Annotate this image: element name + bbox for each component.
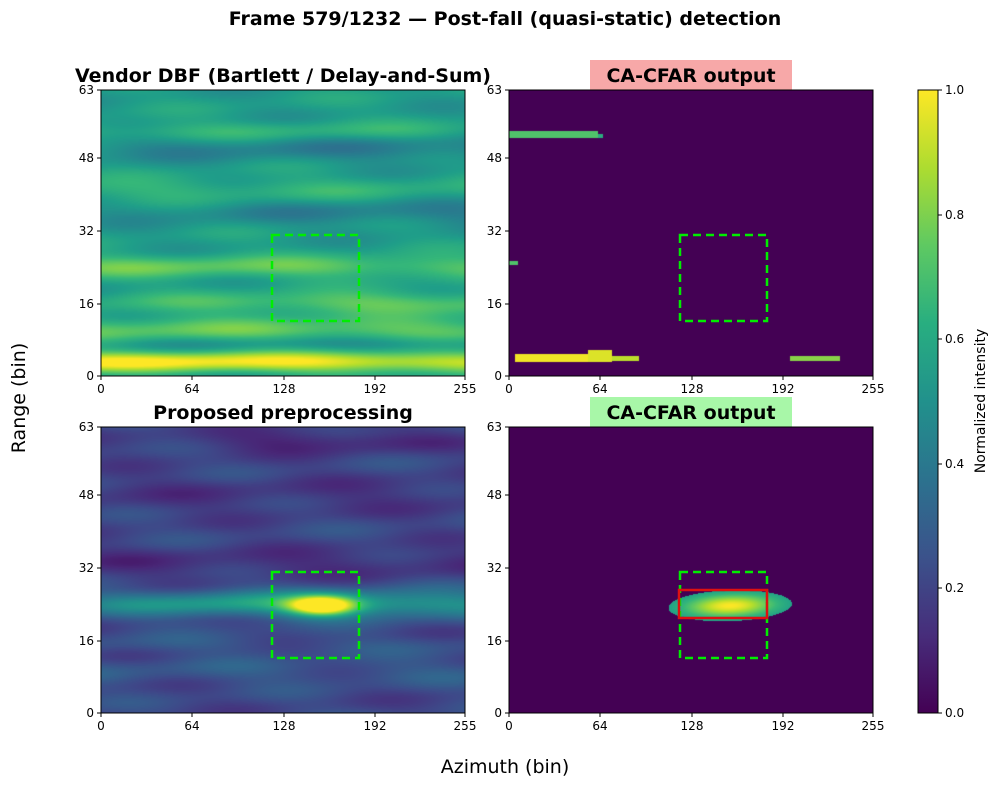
panel-vendor: Vendor DBF (Bartlett / Delay-and-Sum) 0 … — [75, 65, 491, 396]
panel-vendor-title: Vendor DBF (Bartlett / Delay-and-Sum) — [75, 65, 491, 87]
heatmap-proposed-cfar — [509, 427, 873, 713]
xtick-label: 0 — [505, 719, 513, 733]
heatmap-proposed-cfar-area — [509, 427, 873, 713]
colorbar-tick-label: 1.0 — [945, 83, 964, 97]
ytick-label: 16 — [487, 297, 502, 311]
heatmap-proposed — [101, 427, 465, 713]
xtick-label: 255 — [454, 382, 477, 396]
panel-proposed-cfar: CA-CFAR output 0 16 32 48 63 0 64 128 19… — [487, 397, 884, 733]
heatmap-vendor-cfar — [509, 90, 873, 376]
ytick-label: 32 — [79, 224, 94, 238]
panel-vendor-cfar: CA-CFAR output 0 16 32 48 63 0 64 128 19… — [487, 60, 884, 396]
xtick-label: 128 — [273, 719, 296, 733]
colorbar-tick-label: 0.8 — [945, 208, 964, 222]
ytick-label: 0 — [494, 706, 502, 720]
xtick-label: 192 — [364, 719, 387, 733]
colorbar: 0.0 0.2 0.4 0.6 0.8 1.0 Normalized inten… — [917, 83, 989, 720]
xtick-label: 255 — [862, 719, 885, 733]
panel-proposed-cfar-title: CA-CFAR output — [606, 402, 775, 424]
colorbar-tick-label: 0.0 — [945, 706, 964, 720]
colorbar-tick-label: 0.6 — [945, 332, 964, 346]
xtick-label: 128 — [681, 382, 704, 396]
ytick-label: 63 — [79, 83, 94, 97]
colorbar-label: Normalized intensity — [973, 329, 989, 474]
axes-frame-proposed-cfar — [508, 426, 874, 714]
x-ticks-proposed-cfar: 0 64 128 192 255 — [505, 713, 884, 733]
y-ticks-proposed-cfar: 0 16 32 48 63 — [487, 420, 509, 720]
ytick-label: 48 — [79, 151, 94, 165]
xtick-label: 255 — [454, 719, 477, 733]
heatmap-vendor-area — [101, 90, 465, 376]
ytick-label: 63 — [79, 420, 94, 434]
y-ticks-vendor: 0 16 32 48 63 — [79, 83, 101, 383]
colorbar-tick-label: 0.2 — [945, 581, 964, 595]
xtick-label: 64 — [592, 382, 607, 396]
axes-frame-proposed — [100, 426, 466, 714]
xtick-label: 192 — [364, 382, 387, 396]
xtick-label: 192 — [772, 719, 795, 733]
title-badge-good — [590, 397, 792, 429]
detection-box — [677, 588, 769, 620]
colorbar-gradient — [917, 89, 939, 714]
xtick-label: 192 — [772, 382, 795, 396]
ytick-label: 48 — [487, 488, 502, 502]
ytick-label: 16 — [79, 634, 94, 648]
ytick-label: 0 — [494, 369, 502, 383]
ytick-label: 32 — [487, 561, 502, 575]
x-ticks-proposed: 0 64 128 192 255 — [97, 713, 476, 733]
ytick-label: 48 — [79, 488, 94, 502]
heatmap-proposed-area — [101, 427, 465, 713]
y-ticks-proposed: 0 16 32 48 63 — [79, 420, 101, 720]
roi-box-vendor — [270, 233, 361, 323]
panel-proposed: Proposed preprocessing 0 16 32 48 63 0 6… — [79, 402, 477, 733]
x-axis-label: Azimuth (bin) — [441, 756, 570, 778]
x-ticks-vendor-cfar: 0 64 128 192 255 — [505, 376, 884, 396]
xtick-label: 64 — [184, 719, 199, 733]
axes-frame-vendor-cfar — [508, 89, 874, 377]
ytick-label: 16 — [79, 297, 94, 311]
axes-frame-vendor — [100, 89, 466, 377]
ytick-label: 0 — [86, 369, 94, 383]
xtick-label: 0 — [97, 719, 105, 733]
xtick-label: 64 — [184, 382, 199, 396]
ytick-label: 32 — [487, 224, 502, 238]
ytick-label: 32 — [79, 561, 94, 575]
xtick-label: 128 — [681, 719, 704, 733]
ytick-label: 48 — [487, 151, 502, 165]
colorbar-tick-label: 0.4 — [945, 457, 964, 471]
ytick-label: 16 — [487, 634, 502, 648]
heatmap-vendor — [101, 90, 465, 376]
xtick-label: 0 — [97, 382, 105, 396]
heatmap-vendor-cfar-area — [509, 90, 873, 376]
x-ticks-vendor: 0 64 128 192 255 — [97, 376, 476, 396]
figure-suptitle: Frame 579/1232 — Post-fall (quasi-static… — [229, 8, 782, 30]
xtick-label: 255 — [862, 382, 885, 396]
y-ticks-vendor-cfar: 0 16 32 48 63 — [487, 83, 509, 383]
xtick-label: 128 — [273, 382, 296, 396]
panel-proposed-title: Proposed preprocessing — [153, 402, 413, 424]
roi-box-proposed — [270, 570, 361, 660]
ytick-label: 63 — [487, 83, 502, 97]
xtick-label: 0 — [505, 382, 513, 396]
xtick-label: 64 — [592, 719, 607, 733]
y-axis-label: Range (bin) — [8, 343, 30, 453]
title-badge-bad — [590, 60, 792, 92]
ytick-label: 0 — [86, 706, 94, 720]
roi-box-vendor-cfar — [678, 233, 769, 323]
ytick-label: 63 — [487, 420, 502, 434]
panel-vendor-cfar-title: CA-CFAR output — [606, 65, 775, 87]
